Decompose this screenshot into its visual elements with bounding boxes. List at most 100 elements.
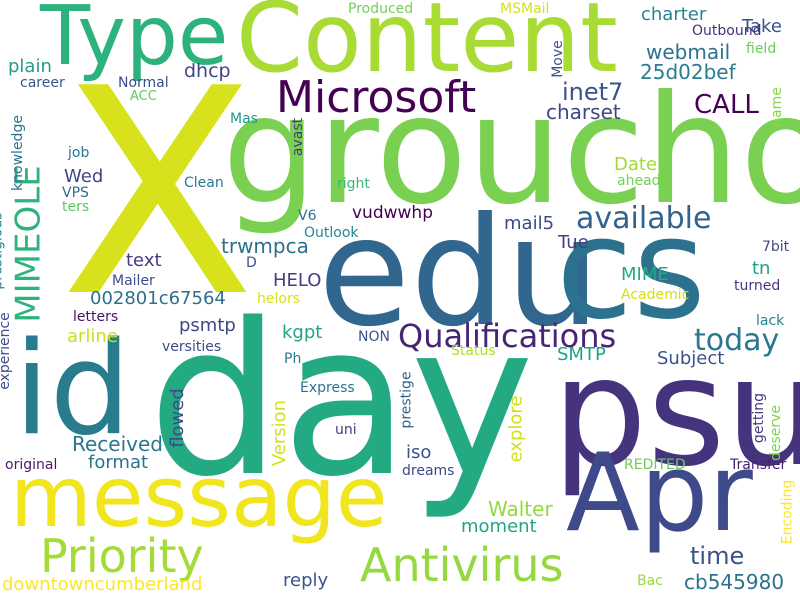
word-status: Status	[451, 343, 496, 359]
word-turned: turned	[734, 278, 781, 294]
word-psmtp: psmtp	[179, 315, 236, 336]
word-25d02bef: 25d02bef	[640, 60, 736, 84]
word-academic: Academic	[621, 287, 690, 303]
word-mailer: Mailer	[112, 273, 155, 289]
word-apr: Apr	[566, 431, 753, 556]
word-prestige: prestige	[398, 371, 415, 429]
word-call: CALL	[694, 90, 759, 120]
word-mime: MIME	[621, 264, 669, 285]
word-ters: ters	[62, 199, 90, 215]
word-field: field	[746, 41, 777, 57]
word-outlook: Outlook	[304, 225, 359, 241]
word-flowed: flowed	[166, 388, 188, 448]
word-mas: Mas	[230, 111, 258, 127]
word-prestigious: prestigious	[0, 212, 6, 290]
word-smtp: SMTP	[557, 344, 606, 365]
word-v6: V6	[298, 208, 317, 224]
word-mail5: mail5	[504, 213, 555, 234]
word-today: today	[694, 323, 780, 358]
word-wed: Wed	[64, 166, 104, 187]
word-helo: HELO	[273, 270, 322, 291]
word-inet7: inet7	[562, 78, 624, 106]
word-non: NON	[358, 329, 390, 345]
word-microsoft: Microsoft	[276, 72, 477, 123]
word-downtowncumberland: downtowncumberland	[2, 574, 203, 595]
word-produced: Produced	[348, 1, 414, 17]
word-ph: Ph	[284, 351, 302, 367]
word-normal: Normal	[118, 75, 169, 91]
word-version: Version	[269, 399, 291, 467]
word-move: Move	[549, 40, 566, 78]
word-message: message	[10, 448, 388, 546]
word-experience: experience	[0, 312, 13, 390]
word-walter: Walter	[488, 497, 553, 521]
word-ahead: ahead	[617, 173, 661, 189]
word-transfer: Transfer	[730, 457, 787, 473]
word-d: D	[246, 255, 257, 271]
word-tue: Tue	[558, 232, 589, 253]
word-cs: cs	[556, 188, 706, 351]
word-webmail: webmail	[646, 40, 731, 64]
word-psu: psu	[552, 326, 800, 500]
word-date: Date	[614, 154, 658, 175]
word-tn: tn	[752, 258, 771, 279]
word-kgpt: kgpt	[282, 322, 323, 343]
word-vudwwhp: vudwwhp	[352, 203, 433, 223]
word-lack: lack	[756, 313, 785, 329]
word-msmail: MSMail	[500, 1, 550, 17]
word-take: Take	[742, 16, 782, 37]
word-bac: Bac	[637, 573, 663, 589]
word-format: format	[88, 452, 149, 473]
word-dreams: dreams	[402, 463, 455, 479]
word-knowledge: knowledge	[9, 115, 26, 191]
word-groucho: groucho	[222, 64, 800, 238]
word-id: id	[14, 315, 131, 464]
word-charter: charter	[641, 4, 707, 25]
word-time: time	[690, 542, 745, 570]
word-7bit: 7bit	[762, 239, 790, 255]
word-moment: moment	[461, 516, 537, 537]
word-vps: VPS	[62, 185, 89, 201]
word-encoding: Encoding	[779, 479, 796, 545]
word-job: job	[68, 145, 90, 161]
word-x: X	[60, 28, 256, 360]
word-outbound: Outbound	[692, 23, 762, 39]
word-name: name	[768, 87, 785, 127]
word-content: Content	[236, 0, 618, 94]
word-iso: iso	[406, 442, 432, 463]
word-priority: Priority	[40, 529, 204, 583]
word-redited: REDITED	[624, 457, 686, 473]
word-avast: avast	[290, 117, 307, 157]
word-qualifications: Qualifications	[398, 317, 617, 355]
word-antivirus: Antivirus	[360, 538, 564, 592]
word-letters: letters	[73, 309, 119, 325]
word-arline: arline	[67, 326, 118, 347]
word-received: Received	[72, 432, 163, 456]
word-uni: uni	[335, 422, 357, 438]
word-edu: edu	[318, 186, 601, 360]
word-plain: plain	[8, 56, 52, 77]
word-express: Express	[300, 380, 355, 396]
word-type: Type	[40, 0, 229, 84]
word-002801c67564: 002801c67564	[90, 288, 226, 309]
word-original: original	[5, 457, 58, 473]
word-available: available	[576, 201, 712, 236]
word-clean: Clean	[184, 175, 224, 191]
word-subject: Subject	[657, 348, 725, 369]
word-cb545980: cb545980	[684, 570, 785, 594]
word-versities: versities	[162, 339, 222, 355]
word-deserve: deserve	[768, 404, 785, 462]
word-getting: getting	[751, 392, 768, 444]
word-acc: ACC	[130, 89, 157, 104]
word-helors: helors	[257, 291, 300, 307]
word-dhcp: dhcp	[184, 60, 231, 82]
word-career: career	[20, 75, 65, 91]
word-explore: explore	[505, 395, 527, 463]
word-text: text	[126, 250, 162, 271]
word-trwmpca: trwmpca	[221, 234, 309, 258]
word-reply: reply	[283, 570, 329, 591]
word-right: right	[337, 176, 370, 192]
word-charset: charset	[546, 100, 621, 124]
word-day: day	[148, 278, 535, 523]
